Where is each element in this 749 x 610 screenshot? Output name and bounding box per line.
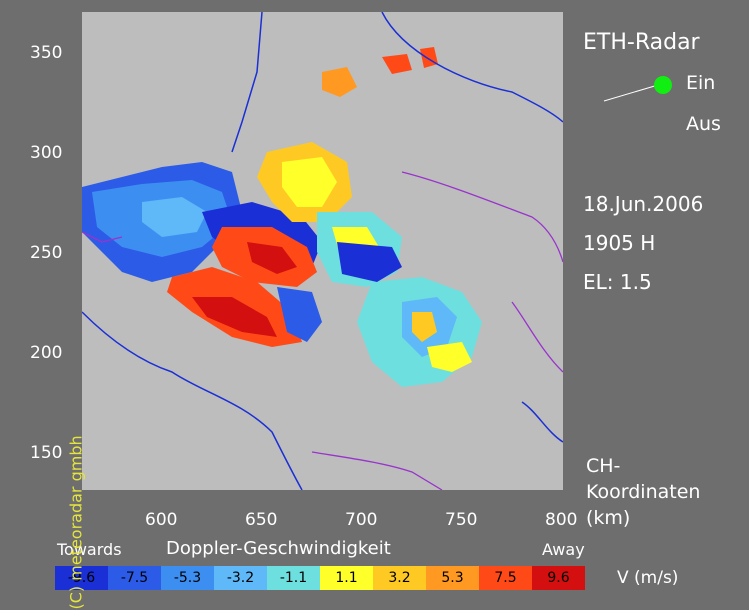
legend-cell-5: 1.1: [320, 566, 373, 590]
copyright-label: (C) meteoradar gmbh: [66, 435, 86, 610]
legend-unit: V (m/s): [617, 568, 679, 588]
y-tick-300: 300: [30, 143, 63, 163]
radar-image: [82, 12, 563, 490]
legend-cell-6: 3.2: [373, 566, 426, 590]
radar-map: [82, 12, 563, 490]
y-tick-200: 200: [30, 343, 63, 363]
legend-cell-1: -7.5: [108, 566, 161, 590]
legend-cell-9: 9.6: [532, 566, 585, 590]
legend-cell-8: 7.5: [479, 566, 532, 590]
legend-cell-4: -1.1: [267, 566, 320, 590]
y-tick-350: 350: [30, 43, 63, 63]
radar-title: ETH-Radar: [583, 30, 700, 55]
legend-towards: Towards: [57, 540, 122, 559]
time-label: 1905 H: [583, 231, 656, 255]
x-tick-800: 800: [545, 510, 578, 530]
coord-label-2: Koordinaten: [586, 481, 701, 503]
coord-label-3: (km): [586, 507, 631, 529]
date-label: 18.Jun.2006: [583, 192, 704, 216]
x-tick-650: 650: [245, 510, 278, 530]
legend-away: Away: [542, 540, 585, 559]
coord-label-1: CH-: [586, 455, 621, 477]
legend-title: Doppler-Geschwindigkeit: [166, 538, 391, 559]
y-tick-150: 150: [30, 443, 63, 463]
x-tick-750: 750: [445, 510, 478, 530]
legend-cell-3: -3.2: [214, 566, 267, 590]
legend-cell-7: 5.3: [426, 566, 479, 590]
status-on-icon: [654, 76, 672, 94]
y-tick-250: 250: [30, 243, 63, 263]
elevation-label: EL: 1.5: [583, 270, 652, 294]
toggle-off-label[interactable]: Aus: [686, 113, 721, 135]
x-tick-600: 600: [145, 510, 178, 530]
toggle-indicator[interactable]: [600, 75, 680, 105]
toggle-on-label[interactable]: Ein: [686, 72, 716, 94]
legend-cell-2: -5.3: [161, 566, 214, 590]
legend-cell-0: -9.6: [55, 566, 108, 590]
color-legend: -9.6 -7.5 -5.3 -3.2 -1.1 1.1 3.2 5.3 7.5…: [55, 566, 585, 590]
x-tick-700: 700: [345, 510, 378, 530]
